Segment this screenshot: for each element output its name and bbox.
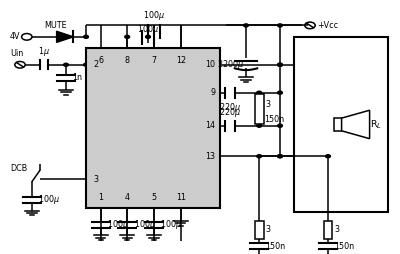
Text: 13: 13 [205, 152, 215, 161]
Polygon shape [57, 31, 73, 42]
Text: 100$\mu$: 100$\mu$ [107, 218, 129, 231]
Circle shape [125, 35, 130, 38]
Text: 150n: 150n [264, 115, 284, 124]
Text: 100$\mu$: 100$\mu$ [38, 193, 60, 207]
Text: 100$\mu$: 100$\mu$ [143, 9, 165, 22]
Bar [324, 221, 332, 239]
Circle shape [257, 155, 262, 158]
Text: 4V: 4V [10, 32, 20, 41]
Text: 5: 5 [152, 193, 156, 202]
Text: Uin: Uin [10, 49, 23, 58]
Text: 2200$\mu$: 2200$\mu$ [217, 58, 244, 71]
Text: 9: 9 [210, 88, 215, 97]
Text: 100$\mu$: 100$\mu$ [137, 23, 159, 36]
Bar [294, 37, 388, 212]
Text: DCB: DCB [10, 164, 27, 173]
Circle shape [84, 35, 88, 38]
Text: 1: 1 [98, 193, 103, 202]
Text: 10: 10 [205, 60, 215, 69]
Text: 14: 14 [205, 121, 215, 130]
Text: 220$\mu$: 220$\mu$ [219, 106, 241, 119]
Circle shape [278, 24, 282, 27]
Text: 3: 3 [334, 225, 339, 234]
Text: 1$\mu$: 1$\mu$ [38, 45, 50, 58]
Circle shape [278, 124, 282, 127]
Circle shape [278, 155, 282, 158]
Circle shape [326, 155, 330, 158]
Text: 220$\mu$: 220$\mu$ [219, 101, 241, 114]
Circle shape [146, 35, 150, 38]
Text: MUTE: MUTE [45, 21, 67, 30]
Text: 2: 2 [93, 60, 98, 69]
Text: 100$\mu$: 100$\mu$ [134, 218, 156, 231]
Text: 150n: 150n [265, 242, 285, 251]
Circle shape [278, 63, 282, 66]
Text: 4: 4 [125, 193, 130, 202]
Text: 3: 3 [265, 100, 270, 109]
Text: 12: 12 [176, 56, 186, 65]
Text: 6: 6 [98, 56, 103, 65]
Text: 150n: 150n [334, 242, 354, 251]
Bar [255, 94, 264, 124]
Text: 1n: 1n [72, 73, 82, 83]
Circle shape [278, 63, 282, 66]
Circle shape [278, 91, 282, 94]
Bar [334, 118, 342, 131]
Text: +Vcc: +Vcc [317, 21, 338, 30]
Circle shape [64, 63, 68, 66]
Text: 7: 7 [152, 56, 156, 65]
Circle shape [84, 63, 88, 66]
Circle shape [244, 24, 248, 27]
Text: 3: 3 [93, 174, 98, 184]
Bar [255, 221, 264, 239]
Text: 3: 3 [265, 225, 270, 234]
Circle shape [257, 124, 262, 127]
Text: R$_L$: R$_L$ [370, 118, 382, 131]
Polygon shape [342, 110, 370, 139]
Circle shape [257, 91, 262, 94]
Text: 11: 11 [176, 193, 186, 202]
Text: 100$\mu$: 100$\mu$ [160, 218, 182, 231]
Circle shape [278, 155, 282, 158]
Text: 8: 8 [125, 56, 130, 65]
Bar [86, 48, 220, 208]
